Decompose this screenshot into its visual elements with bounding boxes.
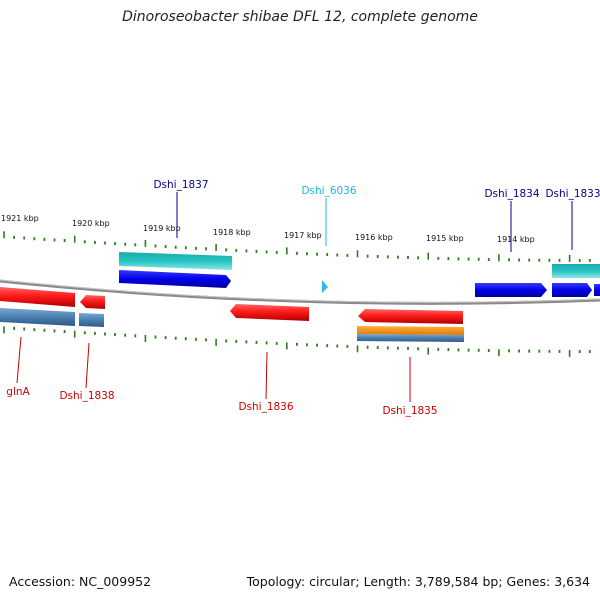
outer-tick-row [3,231,591,262]
scale-label: 1916 kbp [355,233,393,242]
gene-label[interactable]: Dshi_1838 [59,390,114,402]
gene-feature-dshi-1838-rna[interactable] [79,313,104,327]
scale-label: 1915 kbp [426,234,464,243]
gene-feature-dshi-1838[interactable] [80,295,105,309]
gene-feature-dshi-1833[interactable] [552,283,592,297]
gene-label[interactable]: Dshi_1835 [382,405,437,417]
gene-feature-dshi-1837-rna[interactable] [119,252,232,270]
reverse-strand [0,287,464,342]
scale-label: 1914 kbp [497,235,535,244]
gene-label[interactable]: Dshi_1837 [153,179,208,191]
gene-feature-dshi-1835[interactable] [358,309,463,324]
forward-strand [119,252,600,297]
scale-label: 1918 kbp [213,228,251,237]
gene-label[interactable]: glnA [6,386,30,398]
gene-label[interactable]: Dshi_1836 [238,401,293,413]
gene-feature-dshi-6036[interactable] [322,280,328,293]
accession-label: Accession: NC_009952 [9,574,152,589]
gene-feature-dshi-1834[interactable] [475,283,547,297]
gene-label[interactable]: Dshi_1833 [545,188,600,200]
gene-feature-dshi-1837[interactable] [119,270,231,288]
inner-tick-row [3,326,591,357]
gene-feature-glna[interactable] [0,287,75,307]
gene-feature-glna-rna[interactable] [0,308,75,326]
genome-backbone [0,279,600,305]
gene-feature-dshi-1835-rna[interactable] [357,334,464,342]
genome-backbone-highlight [0,279,600,303]
scale-label: 1920 kbp [72,219,110,228]
scale-label: 1917 kbp [284,231,322,240]
map-title: Dinoroseobacter shibae DFL 12, complete … [122,9,478,25]
gene-feature-dshi-1833-rna[interactable] [552,264,600,278]
scale-label: 1921 kbp [1,214,39,223]
scale-labels: 1921 kbp 1920 kbp 1919 kbp 1918 kbp 1917… [1,214,535,244]
gene-feature-dshi-1835-other[interactable] [357,326,464,335]
gene-feature-dshi-1836[interactable] [230,304,309,321]
gene-leader-lines [16,192,573,402]
gene-feature-next-blue[interactable] [594,284,600,296]
gene-label[interactable]: Dshi_6036 [301,185,356,197]
scale-label: 1919 kbp [143,224,181,233]
gene-label[interactable]: Dshi_1834 [484,188,539,200]
gene-labels: Dshi_1837 Dshi_6036 Dshi_1834 Dshi_1833 … [6,179,600,417]
topology-label: Topology: circular; Length: 3,789,584 bp… [246,574,590,589]
